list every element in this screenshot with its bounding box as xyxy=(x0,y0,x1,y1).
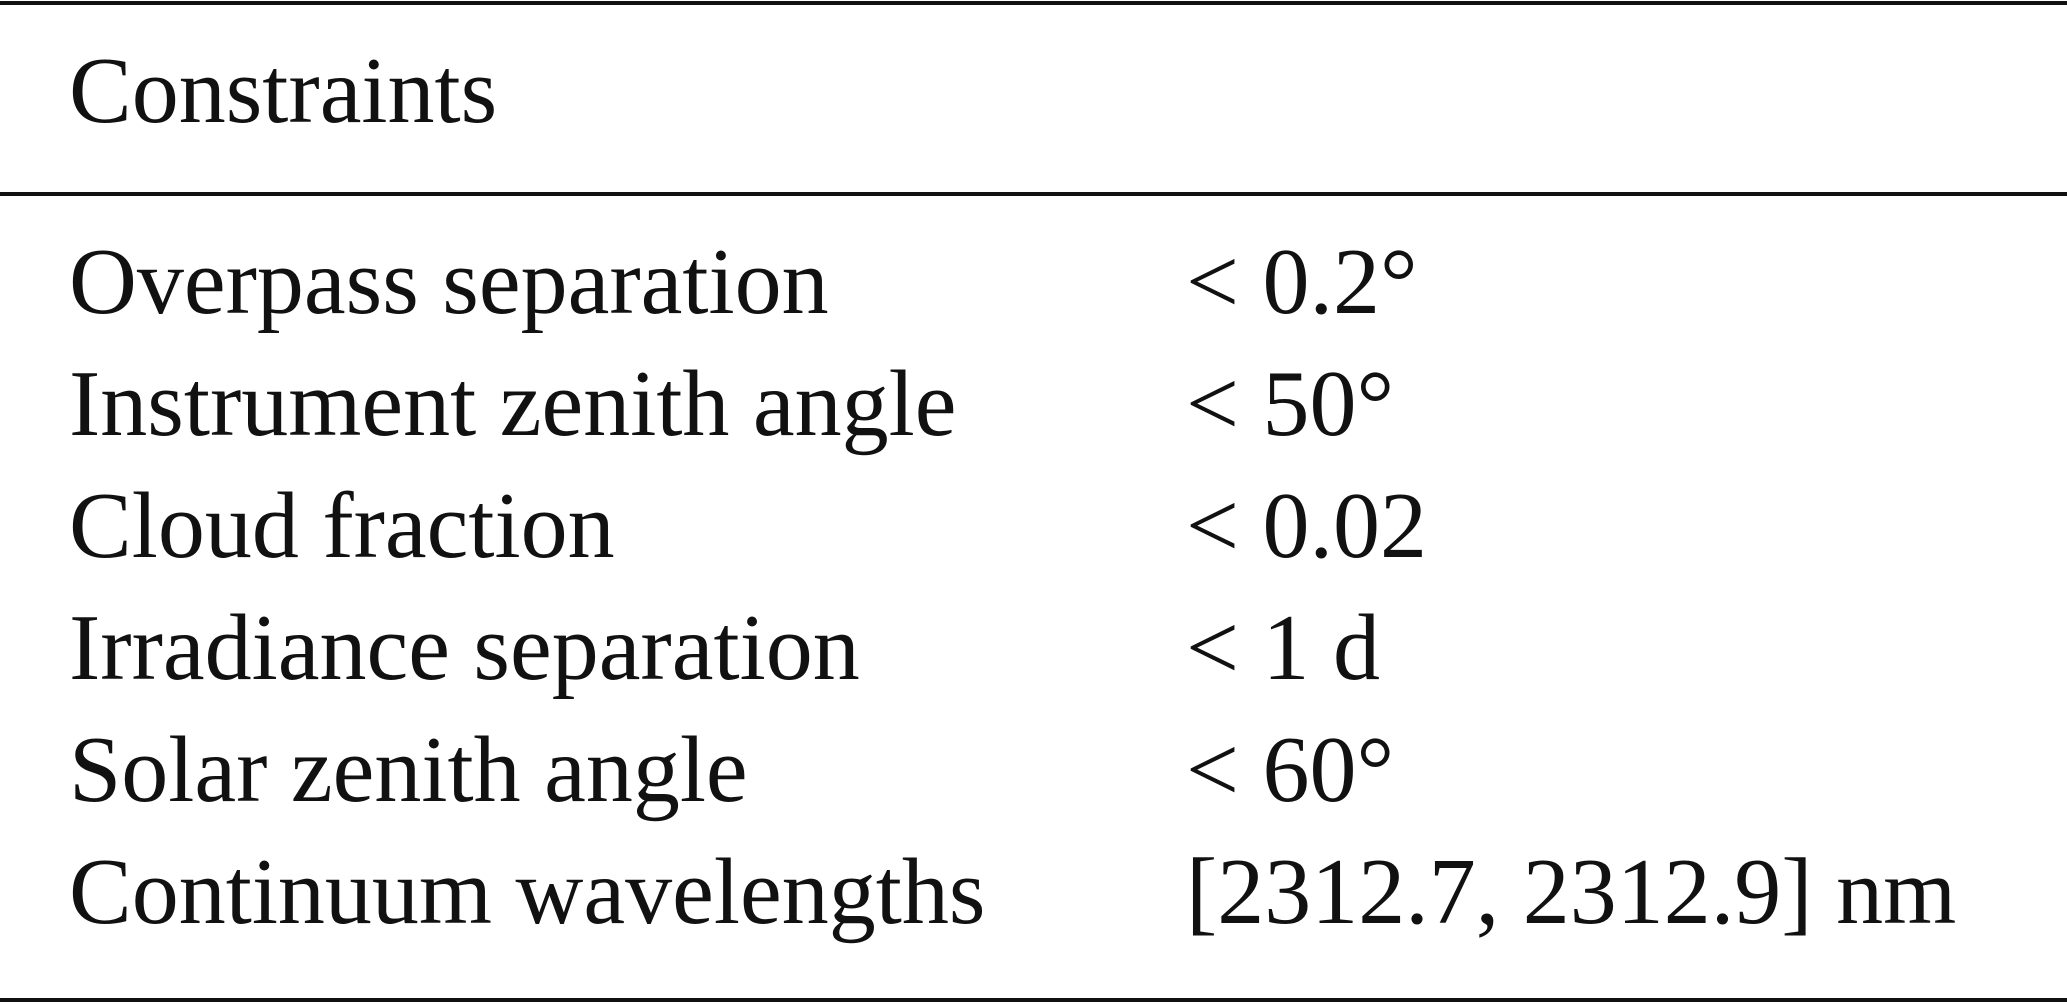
constraint-value: [2312.7, 2312.9] nm xyxy=(1186,840,1956,944)
header-cell: Constraints xyxy=(69,39,497,143)
constraint-name: Instrument zenith angle xyxy=(69,352,957,456)
constraint-name: Continuum wavelengths xyxy=(69,840,985,944)
constraint-name: Overpass separation xyxy=(69,230,829,334)
constraint-value: < 50° xyxy=(1186,352,1394,456)
constraint-name: Irradiance separation xyxy=(69,596,860,700)
constraint-name: Cloud fraction xyxy=(69,474,615,578)
constraint-value: < 0.02 xyxy=(1186,474,1427,578)
constraint-name: Solar zenith angle xyxy=(69,718,748,822)
constraint-value: < 0.2° xyxy=(1186,230,1418,334)
constraint-value: < 60° xyxy=(1186,718,1394,822)
constraint-value: < 1 d xyxy=(1186,596,1380,700)
